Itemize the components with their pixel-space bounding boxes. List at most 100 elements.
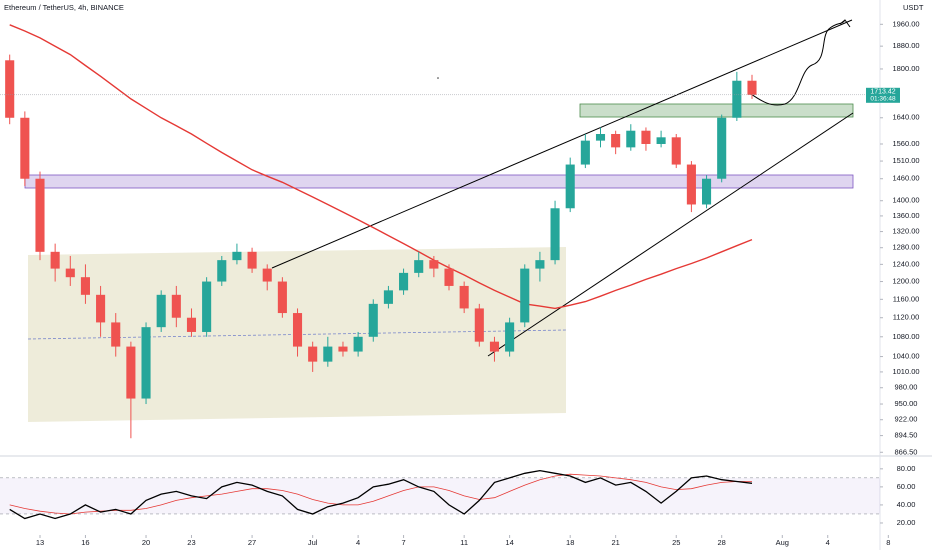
candle-body [5,60,15,118]
candle-body [686,164,696,205]
candle-body [277,281,287,314]
x-tick-label: 18 [566,538,574,547]
candle-body [489,341,500,352]
candle-body [35,178,45,252]
y-tick-label: 1360.00 [892,211,919,220]
candle-body [141,327,151,399]
y-tick-label: 1160.00 [893,294,920,303]
candle-body [262,268,272,282]
y-tick-label: 1280.00 [892,243,919,252]
candle-body [399,272,409,291]
candle-body [641,130,651,144]
resistance-zone [579,103,854,118]
candle-body [565,164,575,209]
x-tick-label: 25 [672,538,680,547]
x-tick-label: Aug [776,538,789,547]
x-tick-label: Jul [308,538,318,547]
candle-body [580,140,590,165]
support-zone [24,174,854,189]
candle-body [383,290,393,304]
candle-body [202,281,212,332]
y-tick-label: 1510.00 [892,156,919,165]
candle-body [186,317,197,332]
y-tick-label: 1010.00 [892,367,919,376]
y-tick-label: 1960.00 [892,19,919,28]
candle-body [717,117,727,179]
chart-title: Ethereum / TetherUS, 4h, BINANCE [4,3,124,12]
candle-body [171,294,181,318]
candle-body [292,313,303,347]
candle-body [611,133,621,148]
x-tick-label: 20 [142,538,150,547]
x-tick-label: 21 [611,538,619,547]
y-tick-label: 1080.00 [892,332,919,341]
y-tick-label: 1240.00 [892,259,919,268]
candle-body [505,322,515,352]
x-tick-label: 13 [36,538,44,547]
last-price-box [866,87,900,103]
y-tick-label: 1400.00 [892,196,919,205]
candle-body [338,346,348,352]
candle-body [96,294,106,323]
y-tick-label: 922.00 [895,415,918,424]
candle-body [308,346,318,362]
dot [437,77,439,79]
x-tick-label: 16 [81,538,89,547]
currency: USDT [903,3,924,12]
y-tick-label: 40.00 [897,500,916,509]
candle-body [474,308,484,342]
projection-path [747,19,851,106]
candle-body [656,137,666,144]
candle-body [444,268,454,286]
candle-body [111,322,121,347]
y-tick-label: 1460.00 [892,174,919,183]
rsi-line [9,473,752,515]
y-tick-label: 894.50 [895,431,918,440]
y-tick-label: 1880.00 [892,41,919,50]
y-tick-label: 866.50 [895,447,918,456]
y-tick-label: 1200.00 [892,277,919,286]
candle-body [65,268,75,278]
x-tick-label: 11 [460,538,468,547]
candle-body [671,137,681,165]
candle-body [323,346,333,362]
x-tick-label: 28 [718,538,726,547]
y-tick-label: 1560.00 [892,139,919,148]
candle-body [595,133,606,141]
candle-body [126,346,136,399]
y-tick-label: 980.00 [895,383,918,392]
y-tick-label: 1640.00 [892,113,919,122]
candle-body [747,80,757,95]
candle-body [232,251,242,261]
y-tick-label: 80.00 [897,464,916,473]
candle-body [156,294,166,328]
rsi-line [9,469,753,520]
y-tick-label: 60.00 [897,482,916,491]
trend-line [271,19,853,269]
last-price-label: 1713.42 [870,89,895,96]
y-tick-label: 20.00 [897,518,916,527]
y-tick-label: 1800.00 [892,64,919,73]
candle-body [50,251,60,269]
candle-body [732,80,742,118]
x-tick-label: 8 [886,538,890,547]
candle-body [368,303,378,337]
x-tick-label: 23 [187,538,195,547]
x-tick-label: 4 [356,538,360,547]
y-tick-label: 1320.00 [892,227,919,236]
moving-average [9,24,753,310]
x-tick-label: 7 [401,538,405,547]
candle-body [626,130,636,148]
candle-body [550,208,560,261]
candle-body [535,260,545,269]
candle-body [80,277,90,295]
candle-body [520,268,530,323]
x-tick-label: 27 [248,538,256,547]
candle-body [459,285,469,309]
y-tick-label: 1120.00 [893,313,920,322]
y-tick-label: 950.00 [895,399,918,408]
candle-body [702,178,712,205]
candle-body [353,336,363,352]
